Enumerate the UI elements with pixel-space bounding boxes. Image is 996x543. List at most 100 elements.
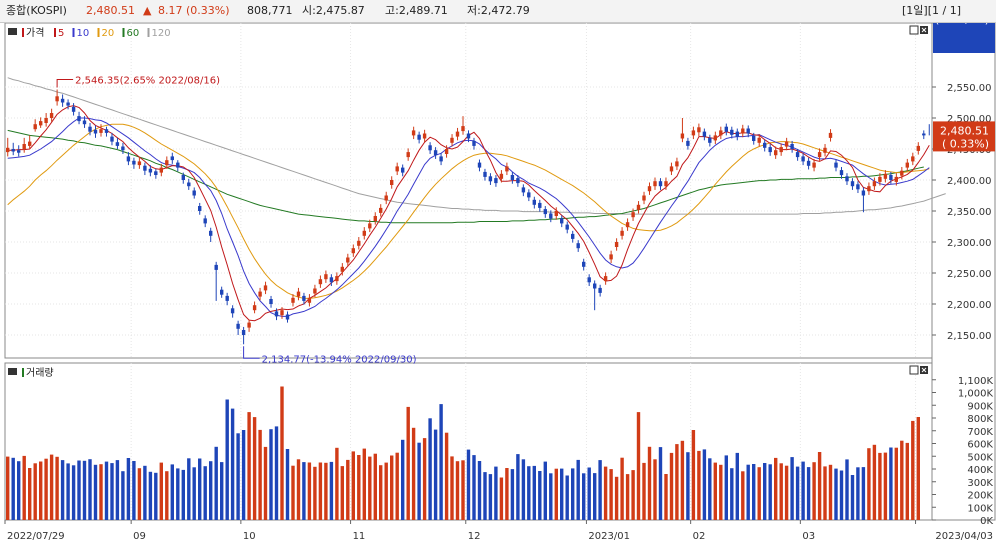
candle-body [11, 149, 15, 152]
volume-bar [252, 417, 257, 520]
candle-body [137, 161, 142, 166]
candle-body [900, 170, 904, 176]
close-icon-stroke [921, 27, 927, 33]
candle-body [872, 181, 877, 187]
volume-tick-label: 1,100K [958, 376, 994, 387]
volume-panel-menu-icon [8, 368, 17, 375]
volume-bar [379, 465, 383, 520]
candle-body [834, 162, 838, 168]
volume-tick-label: 1,000K [958, 389, 994, 400]
candle-body [88, 126, 92, 132]
volume-bar [636, 412, 641, 520]
volume-bar [66, 463, 70, 520]
volume-bar [214, 446, 218, 520]
volume-bar [768, 464, 772, 520]
candle-body [603, 276, 608, 282]
candle-body [291, 297, 295, 303]
low-value: 저:2,472.79 [467, 4, 530, 17]
date-label: 11 [353, 531, 366, 542]
candle-body [132, 160, 136, 165]
candle-body [647, 186, 652, 192]
volume-bar [828, 464, 833, 520]
volume-bar [6, 456, 10, 520]
volume-bar [790, 457, 794, 520]
legend-label-ma20: 20 [102, 28, 115, 39]
volume-bar [132, 461, 136, 520]
volume-bar [461, 460, 465, 520]
candle-body [571, 233, 575, 239]
candle-body [680, 133, 685, 139]
volume-bar [647, 446, 652, 520]
ma60-line [7, 129, 924, 224]
volume-bar [247, 412, 251, 520]
volume-bar [806, 467, 811, 520]
legend-label-ma10: 10 [77, 28, 90, 39]
volume-bar [93, 464, 98, 520]
volume-bar [576, 459, 580, 520]
volume-bar [401, 439, 405, 520]
candle-body [494, 178, 498, 184]
volume-bar [686, 452, 690, 520]
volume-bar [669, 452, 674, 520]
candle-body [636, 204, 641, 210]
candle-body [373, 216, 377, 221]
legend-swatch [122, 28, 125, 37]
candle-body [104, 129, 109, 133]
volume-bar [274, 426, 279, 520]
volume-bar [33, 463, 37, 520]
quote-header: 종합(KOSPI) 2,480.51 ▲ 8.17 (0.33%) 808,77… [0, 0, 996, 23]
legend-label-price: 가격 [26, 26, 44, 39]
legend-swatch [54, 28, 56, 37]
candle-body [422, 133, 427, 139]
volume-bar [444, 432, 449, 520]
candle-body [713, 135, 717, 141]
volume-bar [724, 455, 728, 520]
candle-body [274, 311, 279, 317]
candle-body [576, 243, 580, 249]
volume-bar [346, 459, 350, 520]
volume-bar [121, 471, 125, 520]
candle-body [225, 295, 229, 301]
period-selector[interactable]: [1일][1 / 1] [902, 4, 961, 17]
high-value: 고:2,489.71 [385, 4, 448, 17]
volume-bar [170, 464, 174, 520]
maximize-icon [909, 365, 919, 375]
volume-bar [823, 466, 827, 520]
candle-body [357, 240, 361, 246]
volume-bar [730, 468, 734, 520]
candle-body [444, 149, 449, 154]
candle-body [417, 134, 421, 140]
legend-swatch [72, 28, 75, 37]
volume-legend-swatch [22, 368, 24, 377]
volume-bar [708, 458, 712, 520]
candle-body [263, 285, 268, 291]
candle-body [384, 195, 388, 201]
candle-body [554, 211, 558, 216]
candle-body [894, 176, 898, 182]
volume-bar [527, 466, 531, 520]
price-change: 8.17 (0.33%) [158, 4, 230, 17]
volume-bar [198, 458, 202, 520]
volume-bar [795, 466, 800, 520]
candle-body [642, 195, 646, 201]
volume-bar [384, 462, 388, 520]
candle-body [461, 126, 465, 132]
volume-bar [263, 446, 268, 520]
candle-body [379, 207, 383, 213]
volume-bar [28, 468, 32, 520]
candle-body [911, 156, 915, 162]
price-tick-label: 2,250.00 [947, 269, 992, 280]
open-value: 시:2,475.87 [302, 4, 365, 17]
candle-body [730, 129, 734, 135]
volume-bar [741, 471, 745, 520]
volume-bar [856, 467, 860, 520]
volume-bar [554, 468, 558, 520]
candle-body [428, 145, 432, 151]
legend-swatch [22, 28, 24, 37]
volume-bar [373, 453, 377, 520]
candle-body [774, 150, 778, 156]
candle-body [883, 173, 888, 179]
candle-body [697, 127, 701, 133]
volume-legend-label: 거래량 [26, 367, 54, 379]
candle-body [324, 274, 328, 280]
